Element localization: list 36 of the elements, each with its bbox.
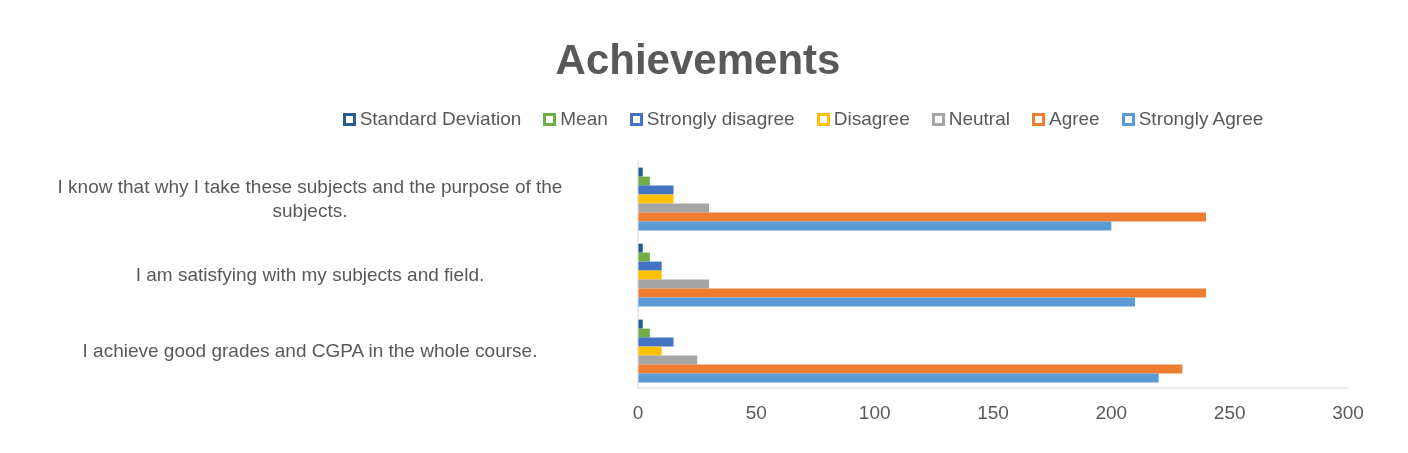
bar: [638, 288, 1206, 298]
bar: [638, 373, 1159, 383]
bar: [638, 355, 698, 365]
bar: [638, 337, 674, 347]
legend-label: Strongly disagree: [645, 108, 795, 130]
x-tick-label: 150: [977, 402, 1009, 424]
bar: [638, 194, 674, 204]
legend-label: Disagree: [832, 108, 910, 130]
bar: [638, 261, 662, 271]
bar: [638, 297, 1135, 307]
bar: [638, 252, 650, 262]
y-tick-label: I achieve good grades and CGPA in the whole course.: [82, 339, 538, 361]
bar: [638, 212, 1206, 222]
y-tick-label: I am satisfying with my subjects and field.: [135, 263, 485, 285]
bar: [638, 203, 709, 213]
bar: [638, 221, 1112, 231]
legend-label: Agree: [1048, 108, 1100, 130]
bar: [638, 185, 674, 195]
legend-label: Strongly Agree: [1137, 108, 1264, 130]
y-tick-label: I know that why I take these subjects and the purpose of the subjects.: [57, 175, 563, 221]
bar: [638, 328, 650, 338]
bar: [638, 346, 662, 356]
chart-title: Achievements: [554, 35, 842, 85]
x-tick-label: 50: [745, 402, 767, 424]
legend-label: Mean: [559, 108, 608, 130]
legend-label: Standard Deviation: [358, 108, 522, 130]
x-tick-label: 250: [1213, 402, 1246, 424]
bar: [638, 270, 662, 280]
x-tick-label: 200: [1095, 402, 1128, 424]
x-tick-label: 100: [858, 402, 891, 424]
x-tick-label: 300: [1332, 402, 1364, 424]
x-tick-label: 0: [632, 402, 644, 424]
bar: [638, 176, 650, 186]
legend-label: Neutral: [947, 108, 1010, 130]
bar: [638, 364, 1183, 374]
bar: [638, 279, 709, 289]
